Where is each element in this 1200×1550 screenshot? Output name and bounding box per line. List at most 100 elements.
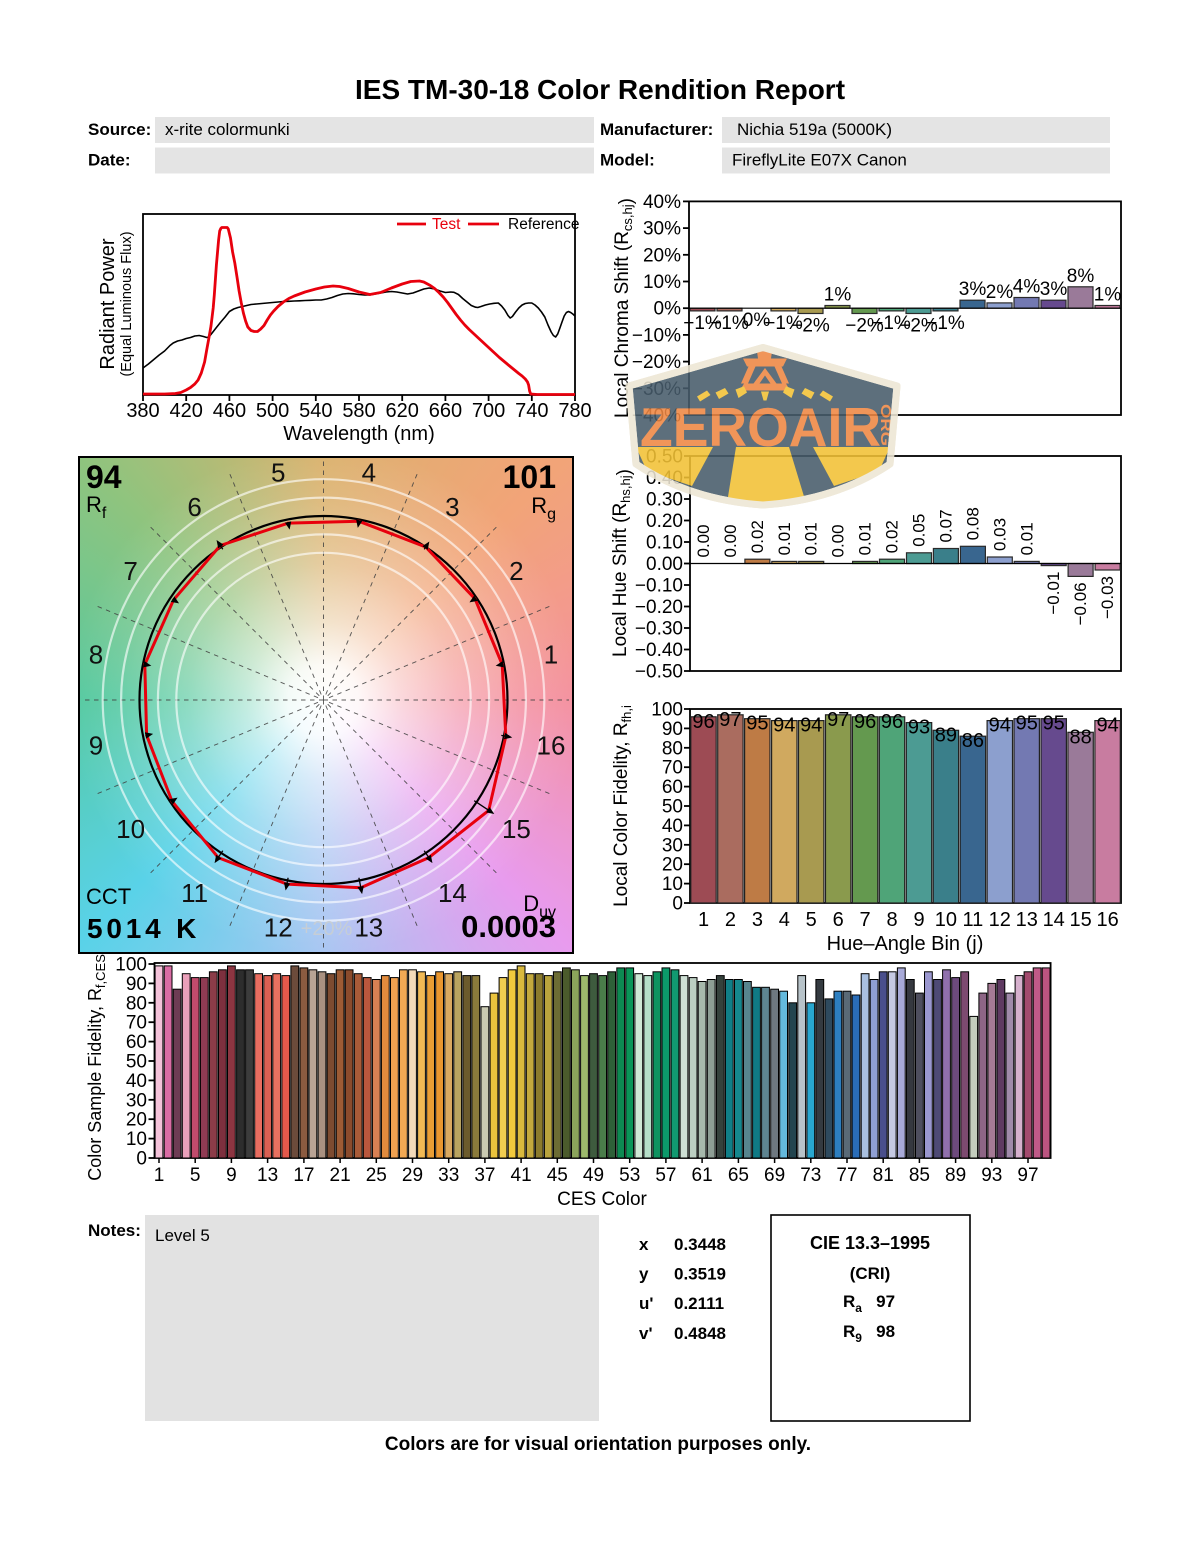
svg-text:380: 380 [126,400,159,422]
svg-text:CIE 13.3–1995: CIE 13.3–1995 [810,1233,930,1253]
svg-text:21: 21 [330,1165,351,1186]
svg-text:Manufacturer:: Manufacturer: [600,120,713,139]
svg-text:420: 420 [170,400,203,422]
svg-text:80: 80 [126,993,147,1014]
svg-text:94: 94 [773,715,795,737]
svg-text:12: 12 [264,913,293,943]
svg-text:97: 97 [1017,1165,1038,1186]
svg-text:8: 8 [89,640,103,670]
svg-text:Color Sample Fidelity, Rf,CESi: Color Sample Fidelity, Rf,CESi [85,951,108,1181]
svg-text:0.3519: 0.3519 [674,1265,726,1284]
svg-text:16: 16 [537,730,566,760]
svg-text:96: 96 [692,711,714,733]
svg-text:Nichia 519a (5000K): Nichia 519a (5000K) [737,120,892,139]
svg-text:Colors are for visual orientat: Colors are for visual orientation purpos… [385,1434,811,1455]
svg-text:3: 3 [752,909,763,931]
svg-text:25: 25 [366,1165,387,1186]
svg-text:3: 3 [445,492,459,522]
svg-text:CCT: CCT [86,884,131,909]
svg-text:10: 10 [116,814,145,844]
svg-text:Radiant Power: Radiant Power [97,238,119,370]
svg-text:740: 740 [515,400,548,422]
svg-text:95: 95 [1043,713,1065,735]
svg-text:49: 49 [583,1165,604,1186]
svg-text:0.03: 0.03 [990,518,1009,551]
svg-text:89: 89 [935,724,957,746]
svg-text:0.02: 0.02 [748,520,767,553]
svg-text:620: 620 [386,400,419,422]
svg-text:77: 77 [836,1165,857,1186]
svg-text:10: 10 [662,874,683,895]
svg-text:40: 40 [126,1071,147,1092]
svg-text:14: 14 [438,878,467,908]
svg-text:Wavelength (nm): Wavelength (nm) [283,423,435,445]
svg-text:85: 85 [909,1165,930,1186]
svg-text:u': u' [639,1294,653,1313]
svg-text:v': v' [639,1324,653,1343]
svg-text:460: 460 [213,400,246,422]
svg-text:13: 13 [354,913,383,943]
svg-text:0.01: 0.01 [775,522,794,555]
svg-text:−2%: −2% [845,316,884,337]
svg-text:−1%: −1% [710,313,749,334]
svg-text:Local Chroma Shift (Rcs,hj): Local Chroma Shift (Rcs,hj) [612,198,637,418]
svg-text:5014 K: 5014 K [87,913,200,944]
svg-text:1: 1 [698,909,709,931]
svg-text:x: x [639,1235,649,1254]
svg-text:29: 29 [402,1165,423,1186]
svg-text:60: 60 [662,777,683,798]
svg-text:−0.01: −0.01 [1044,572,1063,615]
svg-text:20: 20 [126,1110,147,1131]
svg-text:FireflyLite E07X Canon: FireflyLite E07X Canon [732,151,907,170]
svg-text:5: 5 [806,909,817,931]
svg-text:65: 65 [728,1165,749,1186]
svg-text:0.02: 0.02 [883,520,902,553]
svg-text:780: 780 [558,400,591,422]
svg-text:0.01: 0.01 [856,522,875,555]
svg-text:R9 98: R9 98 [843,1322,895,1345]
svg-text:13: 13 [257,1165,278,1186]
svg-text:0.00: 0.00 [721,524,740,557]
svg-text:15: 15 [502,814,531,844]
svg-text:17: 17 [293,1165,314,1186]
svg-text:500: 500 [256,400,289,422]
svg-text:−0.06: −0.06 [1071,582,1090,625]
svg-text:−20%: −20% [632,352,681,373]
svg-text:7: 7 [860,909,871,931]
svg-text:0.00: 0.00 [694,524,713,557]
svg-text:16: 16 [1096,909,1118,931]
svg-text:580: 580 [342,400,375,422]
svg-text:−1%: −1% [872,313,911,334]
svg-text:−2%: −2% [791,316,830,337]
svg-text:Date:: Date: [88,151,131,170]
svg-text:540: 540 [299,400,332,422]
svg-text:CES Color: CES Color [557,1189,647,1210]
svg-text:1%: 1% [824,285,852,306]
svg-text:0.00: 0.00 [646,554,683,575]
svg-text:Local Color Fidelity, Rfh,i: Local Color Fidelity, Rfh,i [611,705,634,907]
svg-text:96: 96 [881,711,903,733]
svg-text:(CRI): (CRI) [850,1264,891,1283]
svg-text:2: 2 [725,909,736,931]
svg-text:81: 81 [873,1165,894,1186]
svg-text:89: 89 [945,1165,966,1186]
svg-text:53: 53 [619,1165,640,1186]
svg-text:6: 6 [833,909,844,931]
svg-text:IES TM-30-18 Color Rendition R: IES TM-30-18 Color Rendition Report [355,74,845,105]
svg-text:Test: Test [432,216,461,233]
svg-text:94: 94 [86,459,122,495]
svg-text:80: 80 [662,738,683,759]
svg-text:69: 69 [764,1165,785,1186]
svg-text:4: 4 [362,458,376,488]
svg-text:45: 45 [547,1165,568,1186]
svg-text:700: 700 [472,400,505,422]
svg-text:94: 94 [800,715,822,737]
svg-text:2: 2 [509,556,523,586]
svg-text:9: 9 [913,909,924,931]
svg-text:37: 37 [474,1165,495,1186]
svg-text:20: 20 [662,855,683,876]
svg-text:10: 10 [126,1129,147,1150]
svg-text:30: 30 [662,835,683,856]
svg-text:−0.50: −0.50 [635,662,683,683]
svg-text:−0.10: −0.10 [635,576,683,597]
